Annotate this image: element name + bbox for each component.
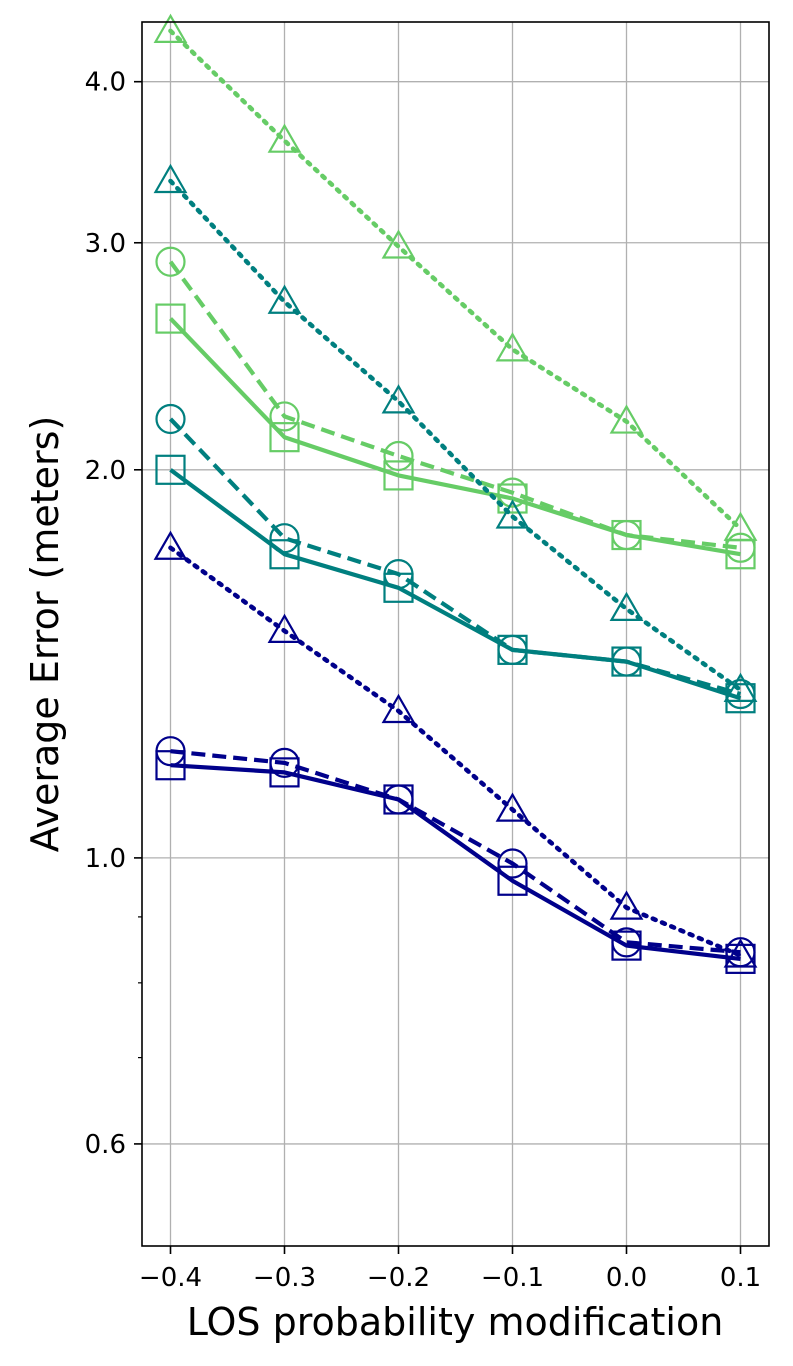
- data-point-triangle: [381, 693, 416, 724]
- data-point-triangle: [723, 672, 758, 702]
- data-point-circle: [269, 401, 300, 432]
- series-line: [168, 28, 743, 532]
- data-point-triangle: [381, 229, 416, 259]
- series-solid-square: [155, 750, 756, 974]
- series-line: [168, 545, 743, 958]
- x-tick-label: −0.3: [253, 1263, 316, 1293]
- data-point-triangle: [267, 284, 302, 314]
- series-solid-square: [155, 454, 756, 714]
- data-point-square: [497, 865, 528, 896]
- x-tick-label: 0.1: [720, 1263, 761, 1293]
- series-line: [168, 178, 743, 693]
- data-point-circle: [155, 246, 186, 277]
- data-point-triangle: [495, 792, 530, 822]
- data-point-circle: [155, 403, 186, 435]
- x-tick-label: −0.2: [367, 1263, 430, 1293]
- data-point-triangle: [153, 163, 188, 194]
- data-point-triangle: [267, 613, 302, 643]
- y-axis-label: Average Error (meters): [23, 416, 67, 853]
- data-point-square: [725, 943, 756, 974]
- y-tick-label: 2.0: [85, 456, 126, 486]
- data-point-square: [497, 634, 528, 665]
- data-point-square: [155, 303, 186, 334]
- x-tick-label: −0.4: [139, 1263, 202, 1293]
- data-point-square: [725, 539, 756, 570]
- series-line: [170, 749, 741, 955]
- series-line: [170, 763, 741, 961]
- y-tick-label: 3.0: [85, 229, 126, 259]
- data-point-square: [383, 460, 414, 491]
- data-point-triangle: [609, 404, 644, 434]
- series-solid-square: [155, 303, 756, 570]
- x-tick-label: 0.0: [606, 1263, 647, 1293]
- series-group: [153, 13, 758, 974]
- data-point-triangle: [609, 890, 644, 920]
- x-tick-label: −0.1: [481, 1263, 544, 1293]
- x-axis-label: LOS probability modification: [187, 1300, 724, 1344]
- data-point-square: [611, 646, 642, 677]
- grid-lines: [142, 22, 769, 1246]
- data-point-triangle: [381, 384, 416, 414]
- data-point-square: [155, 454, 186, 485]
- y-tick-label: 4.0: [85, 68, 126, 98]
- series-line: [169, 468, 742, 701]
- data-point-square: [611, 519, 642, 551]
- series-line: [168, 317, 741, 557]
- data-point-square: [497, 483, 528, 514]
- data-point-square: [611, 930, 642, 961]
- data-point-square: [383, 572, 414, 603]
- data-point-square: [155, 750, 186, 781]
- data-point-triangle: [153, 13, 188, 43]
- data-point-circle: [383, 440, 414, 472]
- y-tick-label: 1.0: [85, 844, 126, 874]
- data-point-square: [269, 757, 300, 788]
- data-point-square: [269, 422, 300, 453]
- data-point-circle: [497, 848, 528, 879]
- data-point-square: [269, 539, 300, 570]
- data-point-square: [725, 683, 756, 714]
- plot-frame: [141, 21, 770, 1247]
- data-point-triangle: [153, 530, 188, 560]
- series-dotted-triangle: [153, 163, 758, 702]
- data-point-triangle: [609, 591, 644, 622]
- data-point-square: [383, 784, 414, 815]
- axis-ticks: −0.4 −0.3 −0.2 −0.1 0.0 0.1 0.6 1.0 2.0 3.0 4.0: [85, 68, 762, 1293]
- data-point-triangle: [495, 499, 530, 529]
- y-tick-label: 0.6: [85, 1130, 126, 1160]
- data-point-triangle: [267, 123, 302, 153]
- data-point-triangle: [495, 332, 530, 362]
